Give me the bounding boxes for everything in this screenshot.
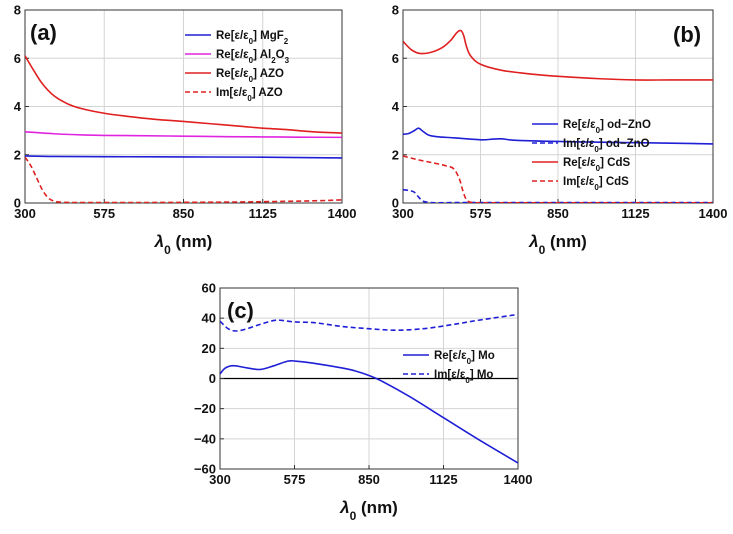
x-tick-label: 1400: [504, 472, 533, 487]
panel-a: 300 575 850 1125 1400 0 2 4 6 8 λ0 (nm) Re[ε/ε0] Mg…: [14, 3, 357, 258]
x-tick-label: 300: [209, 472, 231, 487]
x-tick-label: 1125: [249, 206, 277, 221]
series-line-a-1: [25, 131, 342, 139]
x-axis-label: λ0 (nm): [528, 232, 587, 257]
legend-label: Im[ε/ε0] Mo: [434, 369, 493, 385]
x-tick-label: 1400: [699, 206, 728, 221]
legend-label: Im[ε/ε0] od−ZnO: [563, 138, 650, 154]
y-tick-label: 4: [392, 99, 400, 114]
legend-entry-a-3: Im[ε/ε0] AZO: [185, 87, 283, 103]
x-tick-label: 575: [284, 472, 306, 487]
legend-label: Re[ε/ε0] Mo: [434, 350, 495, 366]
x-tick-label: 575: [470, 206, 492, 221]
x-axis-label: λ0 (nm): [339, 498, 398, 523]
legend-entry-b-0: Re[ε/ε0] od−ZnO: [532, 119, 651, 135]
x-tick-label: 850: [173, 206, 195, 221]
series-line-c-1: [220, 313, 518, 332]
y-tick-label: 20: [202, 341, 216, 356]
y-tick-label: 0: [209, 371, 216, 386]
panel-c: 300 575 850 1125 1400 −60 −40 −20 0 20 40 60 λ0 (nm)…: [194, 281, 533, 524]
y-tick-label: 0: [392, 196, 399, 211]
y-tick-label: −40: [194, 431, 216, 446]
legend-entry-b-2: Re[ε/ε0] CdS: [532, 157, 630, 173]
legend-label: Re[ε/ε0] CdS: [563, 157, 630, 173]
y-tick-label: 6: [14, 51, 21, 66]
x-tick-label: 850: [547, 206, 569, 221]
legend-entry-c-0: Re[ε/ε0] Mo: [403, 350, 495, 366]
series-line-b-2: [403, 29, 713, 81]
x-axis-label: λ0 (nm): [154, 232, 213, 257]
y-tick-label: 8: [392, 3, 399, 18]
legend-label: Re[ε/ε0] od−ZnO: [563, 119, 651, 135]
legend-label: Re[ε/ε0] Al2O3: [216, 49, 290, 65]
legend-entry-a-1: Re[ε/ε0] Al2O3: [185, 49, 290, 65]
panel-label-a: (a): [30, 20, 57, 45]
x-tick-label: 300: [392, 206, 414, 221]
legend-label: Re[ε/ε0] AZO: [216, 68, 284, 84]
y-tick-label: −60: [194, 462, 216, 477]
x-tick-label: 300: [14, 206, 36, 221]
y-tick-label: 6: [392, 51, 399, 66]
legend-entry-a-0: Re[ε/ε0] MgF2: [185, 30, 289, 46]
legend-label: Im[ε/ε0] AZO: [216, 87, 283, 103]
legend-entry-b-1: Im[ε/ε0] od−ZnO: [532, 138, 650, 154]
series-line-a-2: [25, 55, 342, 134]
series-line-b-0: [403, 127, 713, 145]
y-tick-label: 60: [202, 281, 216, 296]
series-line-a-0: [25, 155, 342, 159]
legend-entry-c-1: Im[ε/ε0] Mo: [403, 369, 493, 385]
legend-entry-b-3: Im[ε/ε0] CdS: [532, 176, 629, 192]
legend-label: Im[ε/ε0] CdS: [563, 176, 629, 192]
series-line-c-0: [220, 359, 518, 464]
x-tick-label: 1125: [621, 206, 649, 221]
panel-b: 300 575 850 1125 1400 0 2 4 6 8 λ0 (nm) Re[ε/ε0] od…: [392, 3, 728, 258]
y-tick-label: 40: [202, 311, 216, 326]
y-tick-label: 2: [392, 147, 399, 162]
x-tick-label: 1400: [328, 206, 357, 221]
x-tick-label: 850: [358, 472, 380, 487]
series-line-b-3: [403, 155, 713, 203]
legend-label: Re[ε/ε0] MgF2: [216, 30, 289, 46]
panel-label-c: (c): [227, 298, 254, 323]
x-tick-label: 1125: [429, 472, 457, 487]
y-tick-label: −20: [194, 401, 216, 416]
panel-label-b: (b): [673, 22, 701, 47]
y-tick-label: 2: [14, 147, 21, 162]
x-tick-label: 575: [93, 206, 115, 221]
legend-entry-a-2: Re[ε/ε0] AZO: [185, 68, 284, 84]
y-tick-label: 4: [14, 99, 22, 114]
y-tick-label: 8: [14, 3, 21, 18]
y-tick-label: 0: [14, 196, 21, 211]
